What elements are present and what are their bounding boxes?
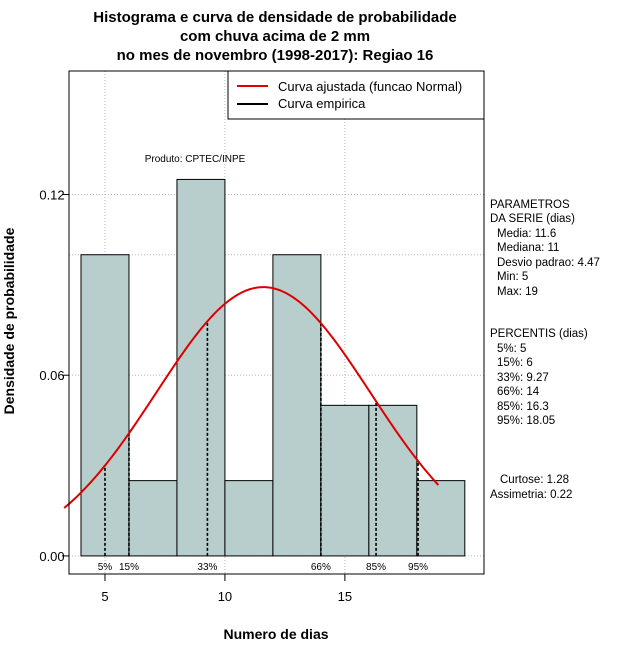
histogram-bar-3 <box>176 178 226 557</box>
product-annotation: Produto: CPTEC/INPE <box>145 154 246 165</box>
histogram-bar-2 <box>128 480 178 557</box>
curtose: Curtose: 1.28 <box>500 474 569 486</box>
x-axis: 5 10 15 <box>101 573 352 604</box>
x-tick-label: 5 <box>101 589 108 604</box>
stat-desvio: Desvio padrao: 4.47 <box>497 257 600 269</box>
stats-panel: PARAMETROS DA SERIE (dias) Media: 11.6 M… <box>490 199 600 501</box>
x-tick-label: 15 <box>338 589 352 604</box>
density-curves <box>63 286 440 509</box>
percentil-85: 85%: 16.3 <box>497 401 549 413</box>
chart-title: Histograma e curva de densidade de proba… <box>93 9 456 64</box>
y-axis: 0.00 0.06 0.12 <box>39 187 70 564</box>
percentile-lines <box>104 321 419 556</box>
percentile-label-33: 33% <box>197 562 217 573</box>
histogram-bar-5 <box>272 254 322 557</box>
parametros-title-2: DA SERIE (dias) <box>490 213 575 225</box>
y-tick-label: 0.12 <box>39 187 64 202</box>
legend-fitted-label: Curva ajustada (funcao Normal) <box>278 79 462 94</box>
y-tick-label: 0.06 <box>39 368 64 383</box>
percentil-15: 15%: 6 <box>497 357 533 369</box>
histogram-bars <box>80 178 466 557</box>
percentile-labels: 5% 15% 33% 66% 85% 95% <box>98 562 428 573</box>
y-tick-label: 0.00 <box>39 549 64 564</box>
histogram-bar-4 <box>224 480 274 557</box>
assimetria: Assimetria: 0.22 <box>490 489 572 501</box>
fitted-normal-curve <box>63 286 440 509</box>
percentil-66: 66%: 14 <box>497 386 540 398</box>
x-tick-label: 10 <box>218 589 232 604</box>
percentil-5: 5%: 5 <box>497 343 526 355</box>
legend-empirical-label: Curva empirica <box>278 96 366 111</box>
stat-min: Min: 5 <box>497 271 528 283</box>
y-axis-title: Densidade de probabilidade <box>1 227 17 414</box>
percentil-95: 95%: 18.05 <box>497 415 555 427</box>
percentile-label-85: 85% <box>366 562 386 573</box>
parametros-title-1: PARAMETROS <box>490 199 570 211</box>
stat-media: Media: 11.6 <box>497 228 556 240</box>
percentile-label-66: 66% <box>311 562 331 573</box>
percentis-title: PERCENTIS (dias) <box>490 328 588 340</box>
title-line-2: com chuva acima de 2 mm <box>180 28 370 45</box>
stat-max: Max: 19 <box>497 286 538 298</box>
x-axis-title: Numero de dias <box>223 626 328 642</box>
percentile-label-95: 95% <box>408 562 428 573</box>
title-line-3: no mes de novembro (1998-2017): Regiao 1… <box>117 47 434 64</box>
legend: Curva ajustada (funcao Normal) Curva emp… <box>227 70 485 120</box>
percentile-label-15: 15% <box>119 562 139 573</box>
legend-box <box>227 70 485 120</box>
percentile-label-5: 5% <box>98 562 113 573</box>
histogram-bar-8 <box>416 480 466 557</box>
title-line-1: Histograma e curva de densidade de proba… <box>93 9 456 26</box>
percentil-33: 33%: 9.27 <box>497 372 549 384</box>
stat-mediana: Mediana: 11 <box>497 242 559 254</box>
histogram-bar-6 <box>320 404 370 557</box>
